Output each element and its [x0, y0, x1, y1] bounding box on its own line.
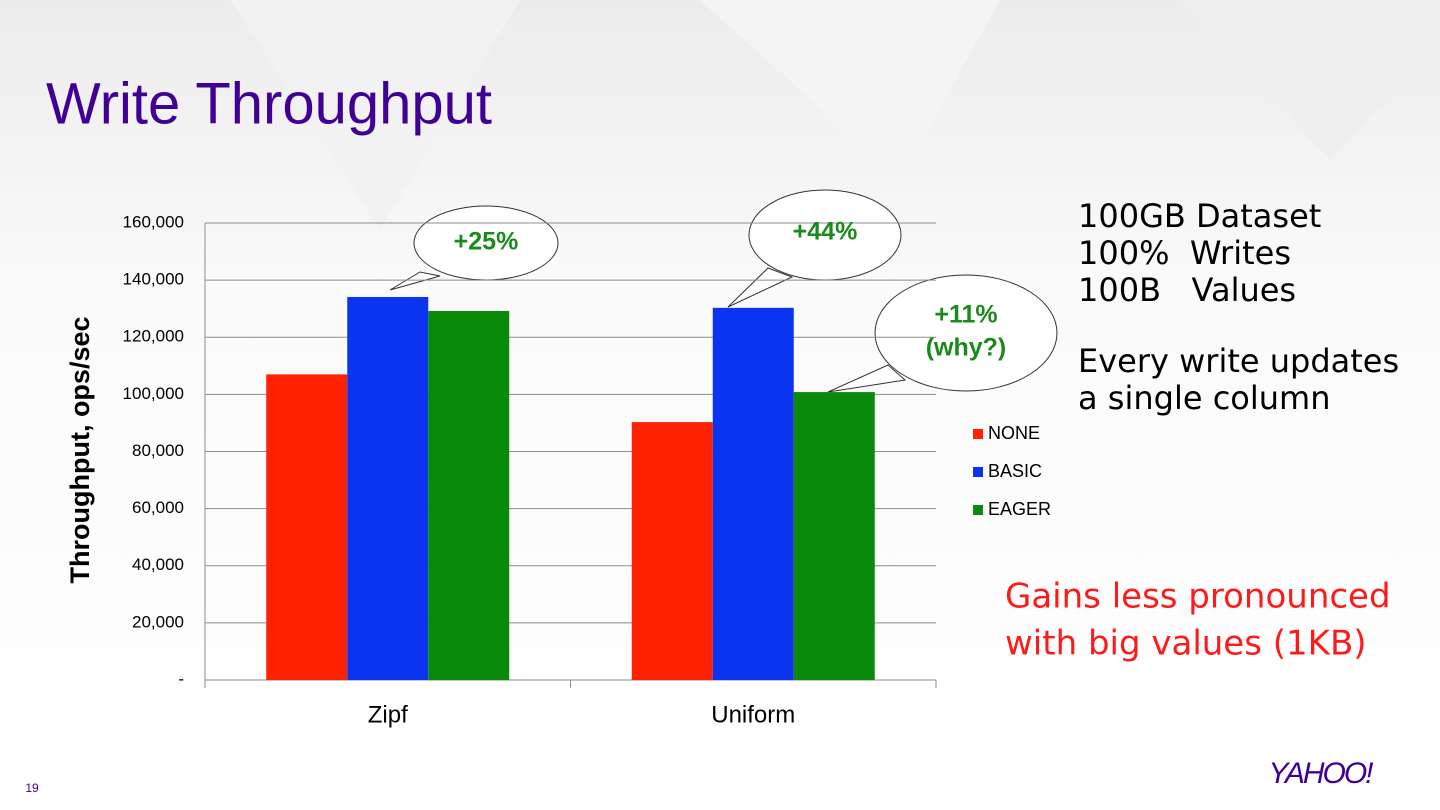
- y-tick-label: 100,000: [123, 384, 184, 403]
- highlight-line: with big values (1KB): [1005, 624, 1367, 664]
- y-tick-label: 160,000: [123, 212, 184, 231]
- x-tick-label: Zipf: [368, 701, 408, 728]
- bar: [347, 296, 429, 680]
- bar: [793, 392, 875, 680]
- y-tick-label: 40,000: [132, 555, 184, 574]
- x-tick-label: Uniform: [711, 701, 795, 728]
- y-tick-label: 120,000: [123, 327, 184, 346]
- callout-tail: [827, 364, 907, 393]
- y-tick-label: 140,000: [123, 270, 184, 289]
- note-line: Every write updates: [1078, 342, 1399, 380]
- logo: YAHOO!: [1268, 757, 1374, 790]
- y-tick-label: -: [178, 669, 184, 688]
- bg-shape: [700, 0, 1000, 180]
- callout: [874, 274, 1058, 392]
- legend-swatch: [973, 429, 983, 439]
- legend-label: BASIC: [988, 461, 1042, 481]
- bg-shape: [230, 0, 520, 230]
- legend-swatch: [973, 467, 983, 477]
- page-number: 19: [25, 781, 39, 795]
- bar: [266, 374, 348, 680]
- callout-text: +44%: [793, 218, 858, 246]
- callout-text: (why?): [926, 334, 1007, 362]
- legend-label: EAGER: [988, 499, 1051, 519]
- callout-tail: [389, 271, 441, 291]
- callout-tail: [727, 267, 794, 308]
- callout-text: +11%: [934, 301, 997, 329]
- bar: [631, 422, 713, 680]
- y-tick-label: 80,000: [132, 441, 184, 460]
- note-line: 100B Values: [1078, 271, 1296, 309]
- note-line: 100% Writes: [1078, 234, 1291, 272]
- note-line: a single column: [1078, 379, 1330, 417]
- bar: [428, 310, 510, 680]
- y-tick-label: 20,000: [132, 612, 184, 631]
- legend-swatch: [973, 505, 983, 515]
- callout-text: +25%: [454, 228, 519, 256]
- bg-shape: [1180, 0, 1440, 160]
- legend-label: NONE: [988, 423, 1040, 443]
- y-tick-label: 60,000: [132, 498, 184, 517]
- highlight-line: Gains less pronounced: [1005, 577, 1391, 617]
- note-line: 100GB Dataset: [1078, 197, 1321, 235]
- slide-title: Write Throughput: [46, 71, 492, 136]
- bar: [712, 307, 794, 680]
- y-axis-title: Throughput, ops/sec: [65, 317, 95, 584]
